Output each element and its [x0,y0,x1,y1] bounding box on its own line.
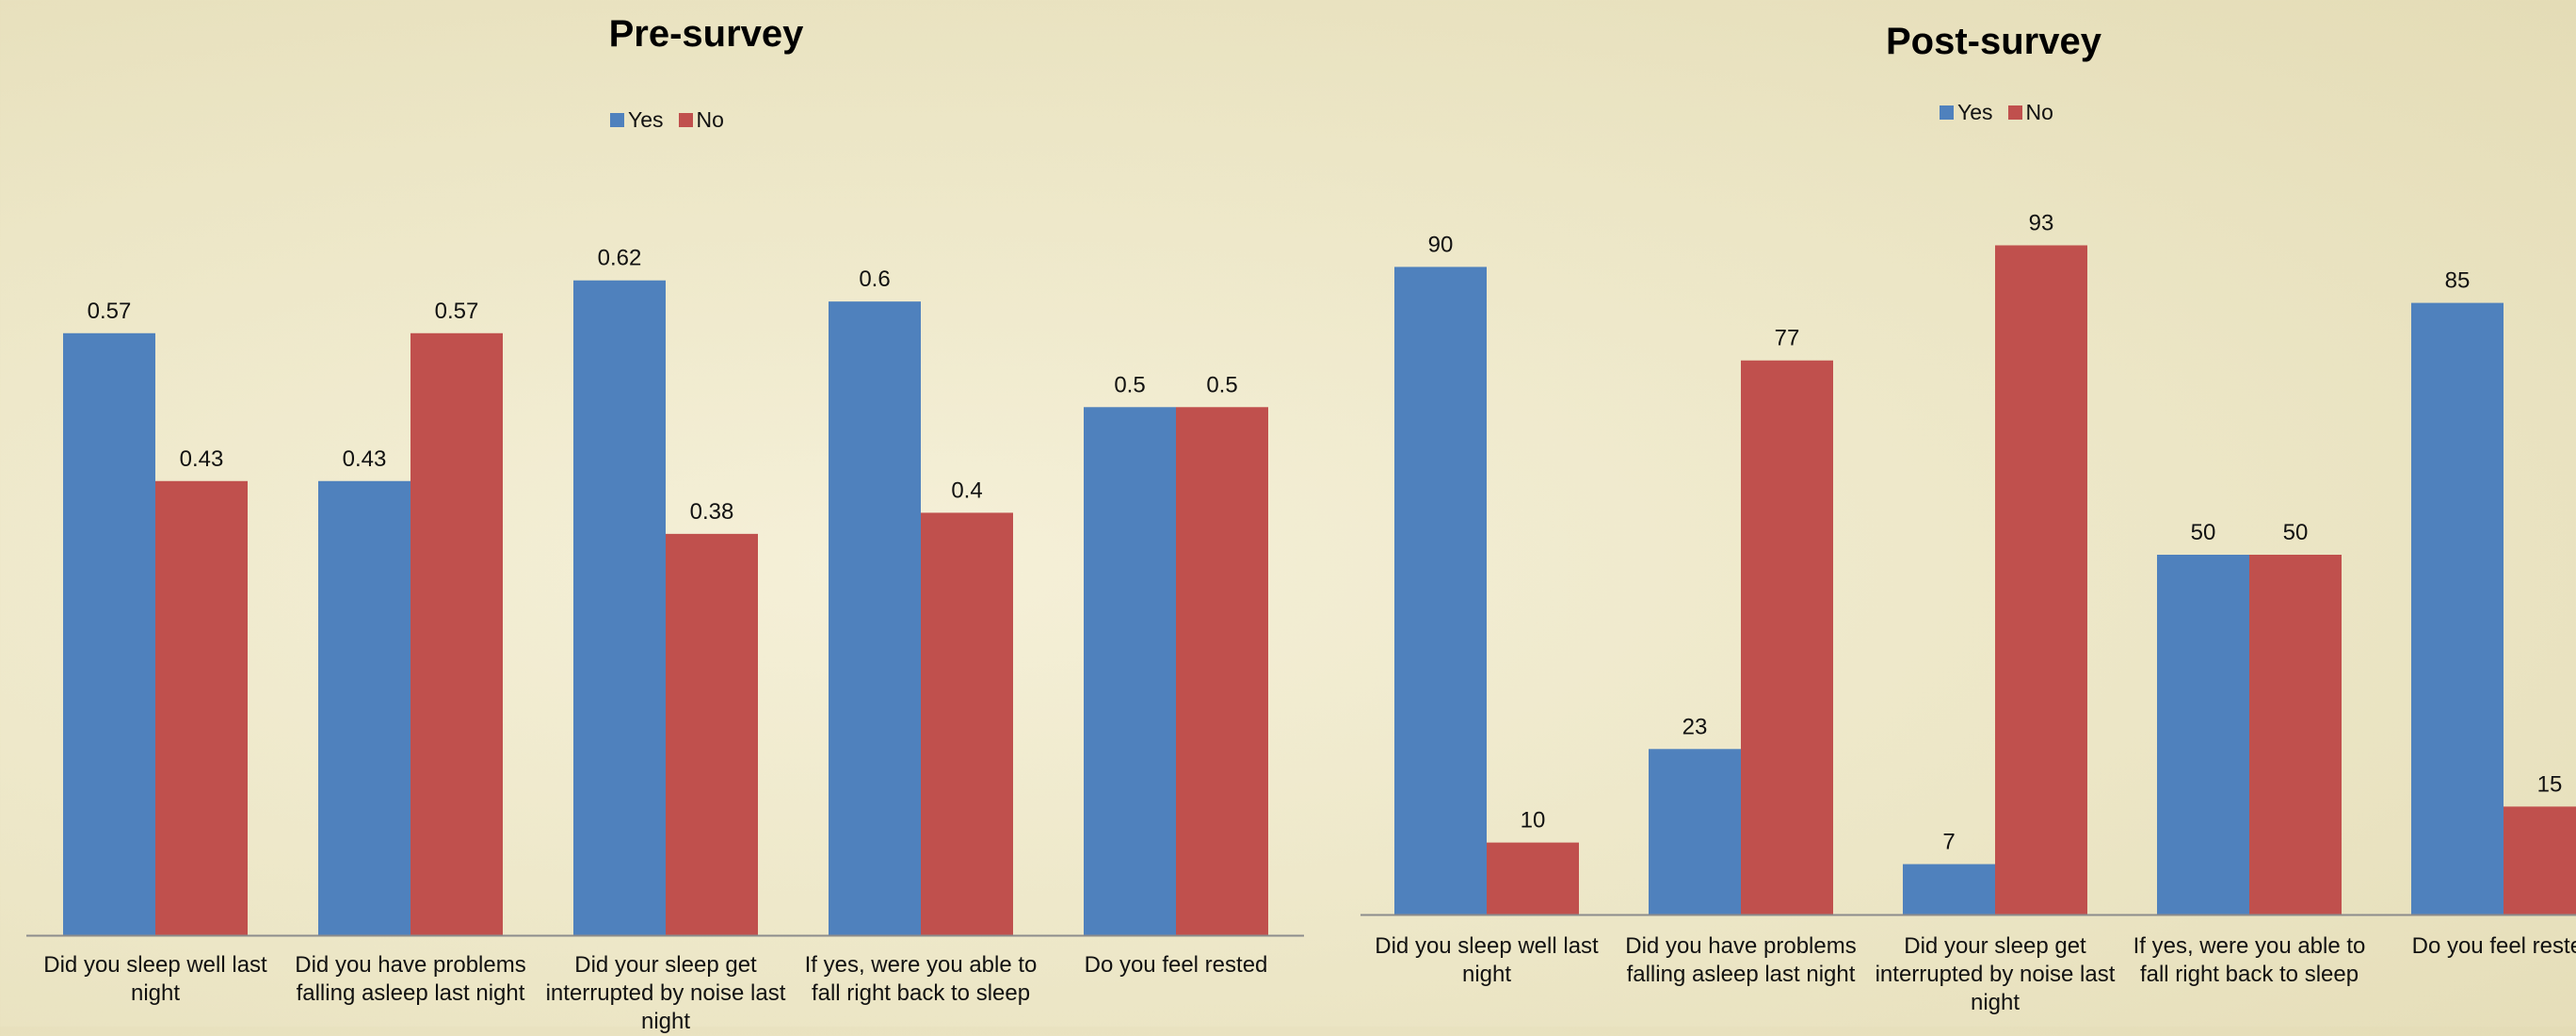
legend-swatch-no [678,113,693,127]
legend-label-yes: Yes [1957,100,1993,124]
category-label-4: If yes, were you able to fall right back… [2133,933,2366,987]
legend-item-yes: Yes [1940,100,1993,125]
pre-survey-plot: 0.57 0.43 0.43 0.57 0.62 0.38 0.6 0.4 0.5 0.5 [26,246,1304,937]
data-label-no-2: 0.57 [435,299,479,324]
data-label-yes-1: 90 [1428,232,1454,257]
bar-no-4 [921,512,1013,935]
category-label-3: Did your sleep get interrupted by noise … [545,952,786,1034]
legend-label-no: No [696,107,724,132]
bar-no-2 [1741,360,1833,915]
category-label-2: Did you have problems falling asleep las… [295,952,526,1006]
legend-swatch-yes [1940,105,1954,120]
data-label-yes-4: 0.6 [859,267,890,292]
bar-yes-4 [2157,555,2249,915]
bar-no-2 [411,332,503,935]
data-label-no-4: 0.4 [951,478,982,503]
legend-label-no: No [2025,100,2053,124]
data-label-yes-3: 0.62 [598,246,642,271]
data-label-yes-3: 7 [1942,830,1955,855]
chart-legend: Yes No [1940,100,2053,125]
category-label-5: Do you feel rested [1084,952,1268,978]
pre-survey-chart: Pre-survey Yes No 0.57 0.43 0.43 0.57 0.62 0.… [26,13,1304,1034]
bar-no-5 [1176,407,1268,935]
category-label-1: Did you sleep well last night [43,952,267,1006]
data-label-yes-5: 85 [2445,268,2471,294]
data-label-yes-2: 0.43 [343,446,387,472]
legend-swatch-yes [610,113,624,127]
category-label-3: Did your sleep get interrupted by noise … [1875,933,2116,1015]
bar-no-4 [2249,555,2342,915]
data-label-yes-4: 50 [2191,520,2216,545]
bar-yes-2 [1649,749,1741,915]
bar-yes-2 [318,480,411,935]
data-label-no-1: 10 [1521,808,1546,834]
data-label-yes-2: 23 [1682,714,1708,739]
bar-yes-5 [2411,302,2504,915]
bar-yes-3 [1903,864,1995,915]
bar-no-1 [155,480,248,935]
legend-swatch-no [2007,105,2022,120]
data-label-no-2: 77 [1775,326,1800,351]
chart-legend: Yes No [610,107,724,133]
data-label-no-4: 50 [2283,520,2309,545]
data-label-no-5: 15 [2537,771,2563,797]
legend-item-no: No [678,107,724,133]
chart-title: Pre-survey [608,13,804,55]
legend-label-yes: Yes [628,107,664,132]
bar-yes-5 [1084,407,1176,935]
category-label-1: Did you sleep well last night [1375,933,1599,987]
bar-yes-1 [1394,267,1487,915]
bar-yes-3 [573,280,666,935]
category-label-4: If yes, were you able to fall right back… [804,952,1038,1006]
data-label-no-3: 93 [2029,210,2054,235]
legend-item-yes: Yes [610,107,664,133]
data-label-no-5: 0.5 [1206,372,1237,397]
legend-item-no: No [2007,100,2053,125]
bar-no-1 [1487,842,1579,915]
data-label-no-1: 0.43 [180,446,224,472]
bar-no-3 [666,533,758,935]
data-label-yes-5: 0.5 [1114,372,1145,397]
bar-no-5 [2504,806,2576,915]
post-survey-chart: Post-survey Yes No 90 10 23 77 7 93 50 50 85 15 D… [1318,0,2576,1027]
bar-yes-1 [63,332,155,935]
category-label-2: Did you have problems falling asleep las… [1625,933,1857,987]
data-label-no-3: 0.38 [690,499,734,525]
category-label-5: Do you feel rested [2411,933,2576,959]
chart-title: Post-survey [1886,21,2101,62]
bar-yes-4 [829,301,921,936]
bar-no-3 [1995,245,2087,915]
data-label-yes-1: 0.57 [88,299,132,324]
